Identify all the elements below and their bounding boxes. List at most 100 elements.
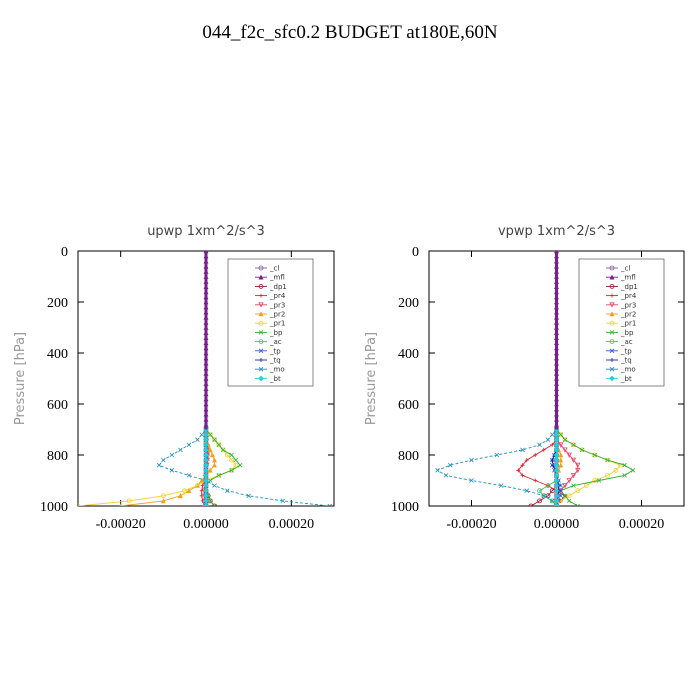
legend-label: _cl (269, 265, 279, 273)
data-point (160, 498, 166, 504)
data-point (562, 437, 568, 442)
stack-marker (203, 268, 209, 274)
data-point (195, 483, 200, 489)
y-tick-label: 0 (412, 245, 419, 260)
data-point (524, 488, 530, 493)
legend-entry: _mo (255, 366, 285, 374)
data-point (212, 437, 217, 443)
legend-label: _cl (620, 265, 630, 273)
data-point (516, 468, 521, 473)
data-point (178, 447, 183, 453)
legend-box (227, 258, 314, 387)
stack-marker (554, 335, 559, 340)
series-line (436, 251, 557, 506)
data-point (592, 452, 598, 458)
page-title: 044_f2c_sfc0.2 BUDGET at180E,60N (202, 22, 498, 43)
data-point (169, 452, 175, 458)
data-point (622, 473, 627, 478)
stack-marker (554, 289, 559, 295)
stack-marker (554, 324, 559, 330)
data-point (558, 488, 564, 493)
series-line (530, 251, 557, 506)
data-point (524, 458, 529, 463)
stack-marker (203, 411, 209, 417)
legend-marker (609, 348, 615, 354)
stack-marker (554, 304, 559, 310)
stack-marker (203, 355, 209, 361)
data-point (161, 457, 166, 463)
legend-marker (258, 283, 264, 289)
stack-marker (203, 258, 209, 264)
stack-marker (203, 401, 209, 407)
data-point (541, 447, 546, 452)
data-point (469, 457, 474, 463)
legend-entry: _bt (255, 375, 281, 383)
stack-marker (554, 294, 559, 300)
legend-marker (609, 265, 615, 271)
legend-marker (258, 265, 264, 271)
panel-1: upwp 1xm^2/s^3 Pressure [hPa] 0 200 400 600 80… (13, 224, 335, 532)
legend-label: _mo (269, 366, 285, 374)
x-tick-label: 0.00000 (183, 517, 229, 532)
legend-marker (259, 293, 263, 298)
data-point (520, 447, 525, 453)
data-point (233, 462, 239, 468)
data-point (182, 488, 188, 494)
data-point (207, 432, 213, 437)
legend: _cl_mfl_dp1_pr4_pr3_pr2_pr1_bp_ac_tp_tq_… (227, 258, 314, 387)
data-point (533, 478, 538, 483)
data-point (212, 462, 218, 468)
stack-marker (554, 268, 559, 274)
stack-marker (203, 335, 209, 340)
stack-marker (554, 355, 559, 361)
stack-marker (554, 401, 559, 407)
data-point (562, 447, 568, 453)
legend-entry: _tq (606, 357, 632, 365)
stack-marker (203, 370, 209, 376)
legend-label: _ac (620, 338, 633, 346)
data-point (216, 442, 222, 448)
data-point (558, 442, 564, 448)
legend-label: _pr3 (620, 301, 636, 309)
legend-marker (258, 339, 264, 345)
legend-label: _pr4 (620, 292, 637, 300)
legend-marker (610, 293, 614, 298)
stack-marker (203, 253, 209, 259)
stack-marker (554, 345, 559, 351)
stack-marker (203, 406, 209, 412)
legend-marker (609, 283, 615, 289)
data-point (195, 437, 200, 442)
legend-entry: _tp (255, 347, 281, 355)
data-point (541, 493, 547, 499)
stack-marker (203, 360, 209, 366)
data-point (229, 468, 234, 473)
legend-box (578, 258, 665, 387)
stack-marker (203, 365, 209, 371)
legend-marker (258, 366, 264, 372)
stack-marker (203, 416, 209, 422)
y-tick-label: 600 (47, 398, 68, 413)
legend-entry: _pr3 (606, 301, 636, 309)
panel-title: upwp 1xm^2/s^3 (147, 224, 265, 239)
legend-entry: _dp1 (255, 283, 287, 291)
stack-marker (554, 278, 559, 284)
data-point (605, 472, 610, 478)
stack-marker (203, 309, 209, 315)
legend: _cl_mfl_dp1_pr4_pr3_pr2_pr1_bp_ac_tp_tq_… (578, 258, 665, 387)
data-point (571, 442, 576, 448)
data-point (558, 462, 564, 468)
stack-marker (203, 375, 209, 381)
stack-marker (554, 258, 559, 264)
data-point (229, 457, 235, 463)
stack-marker (554, 380, 559, 386)
x-tick-label: 0.00020 (269, 517, 315, 532)
stack-marker (554, 314, 559, 320)
data-point (617, 462, 623, 468)
stack-marker (203, 263, 209, 269)
data-point (119, 503, 123, 506)
stack-marker (203, 329, 209, 335)
data-point (605, 457, 610, 463)
x-tick-label: 0.00020 (619, 517, 665, 532)
data-point (156, 462, 162, 468)
data-point (575, 503, 581, 506)
